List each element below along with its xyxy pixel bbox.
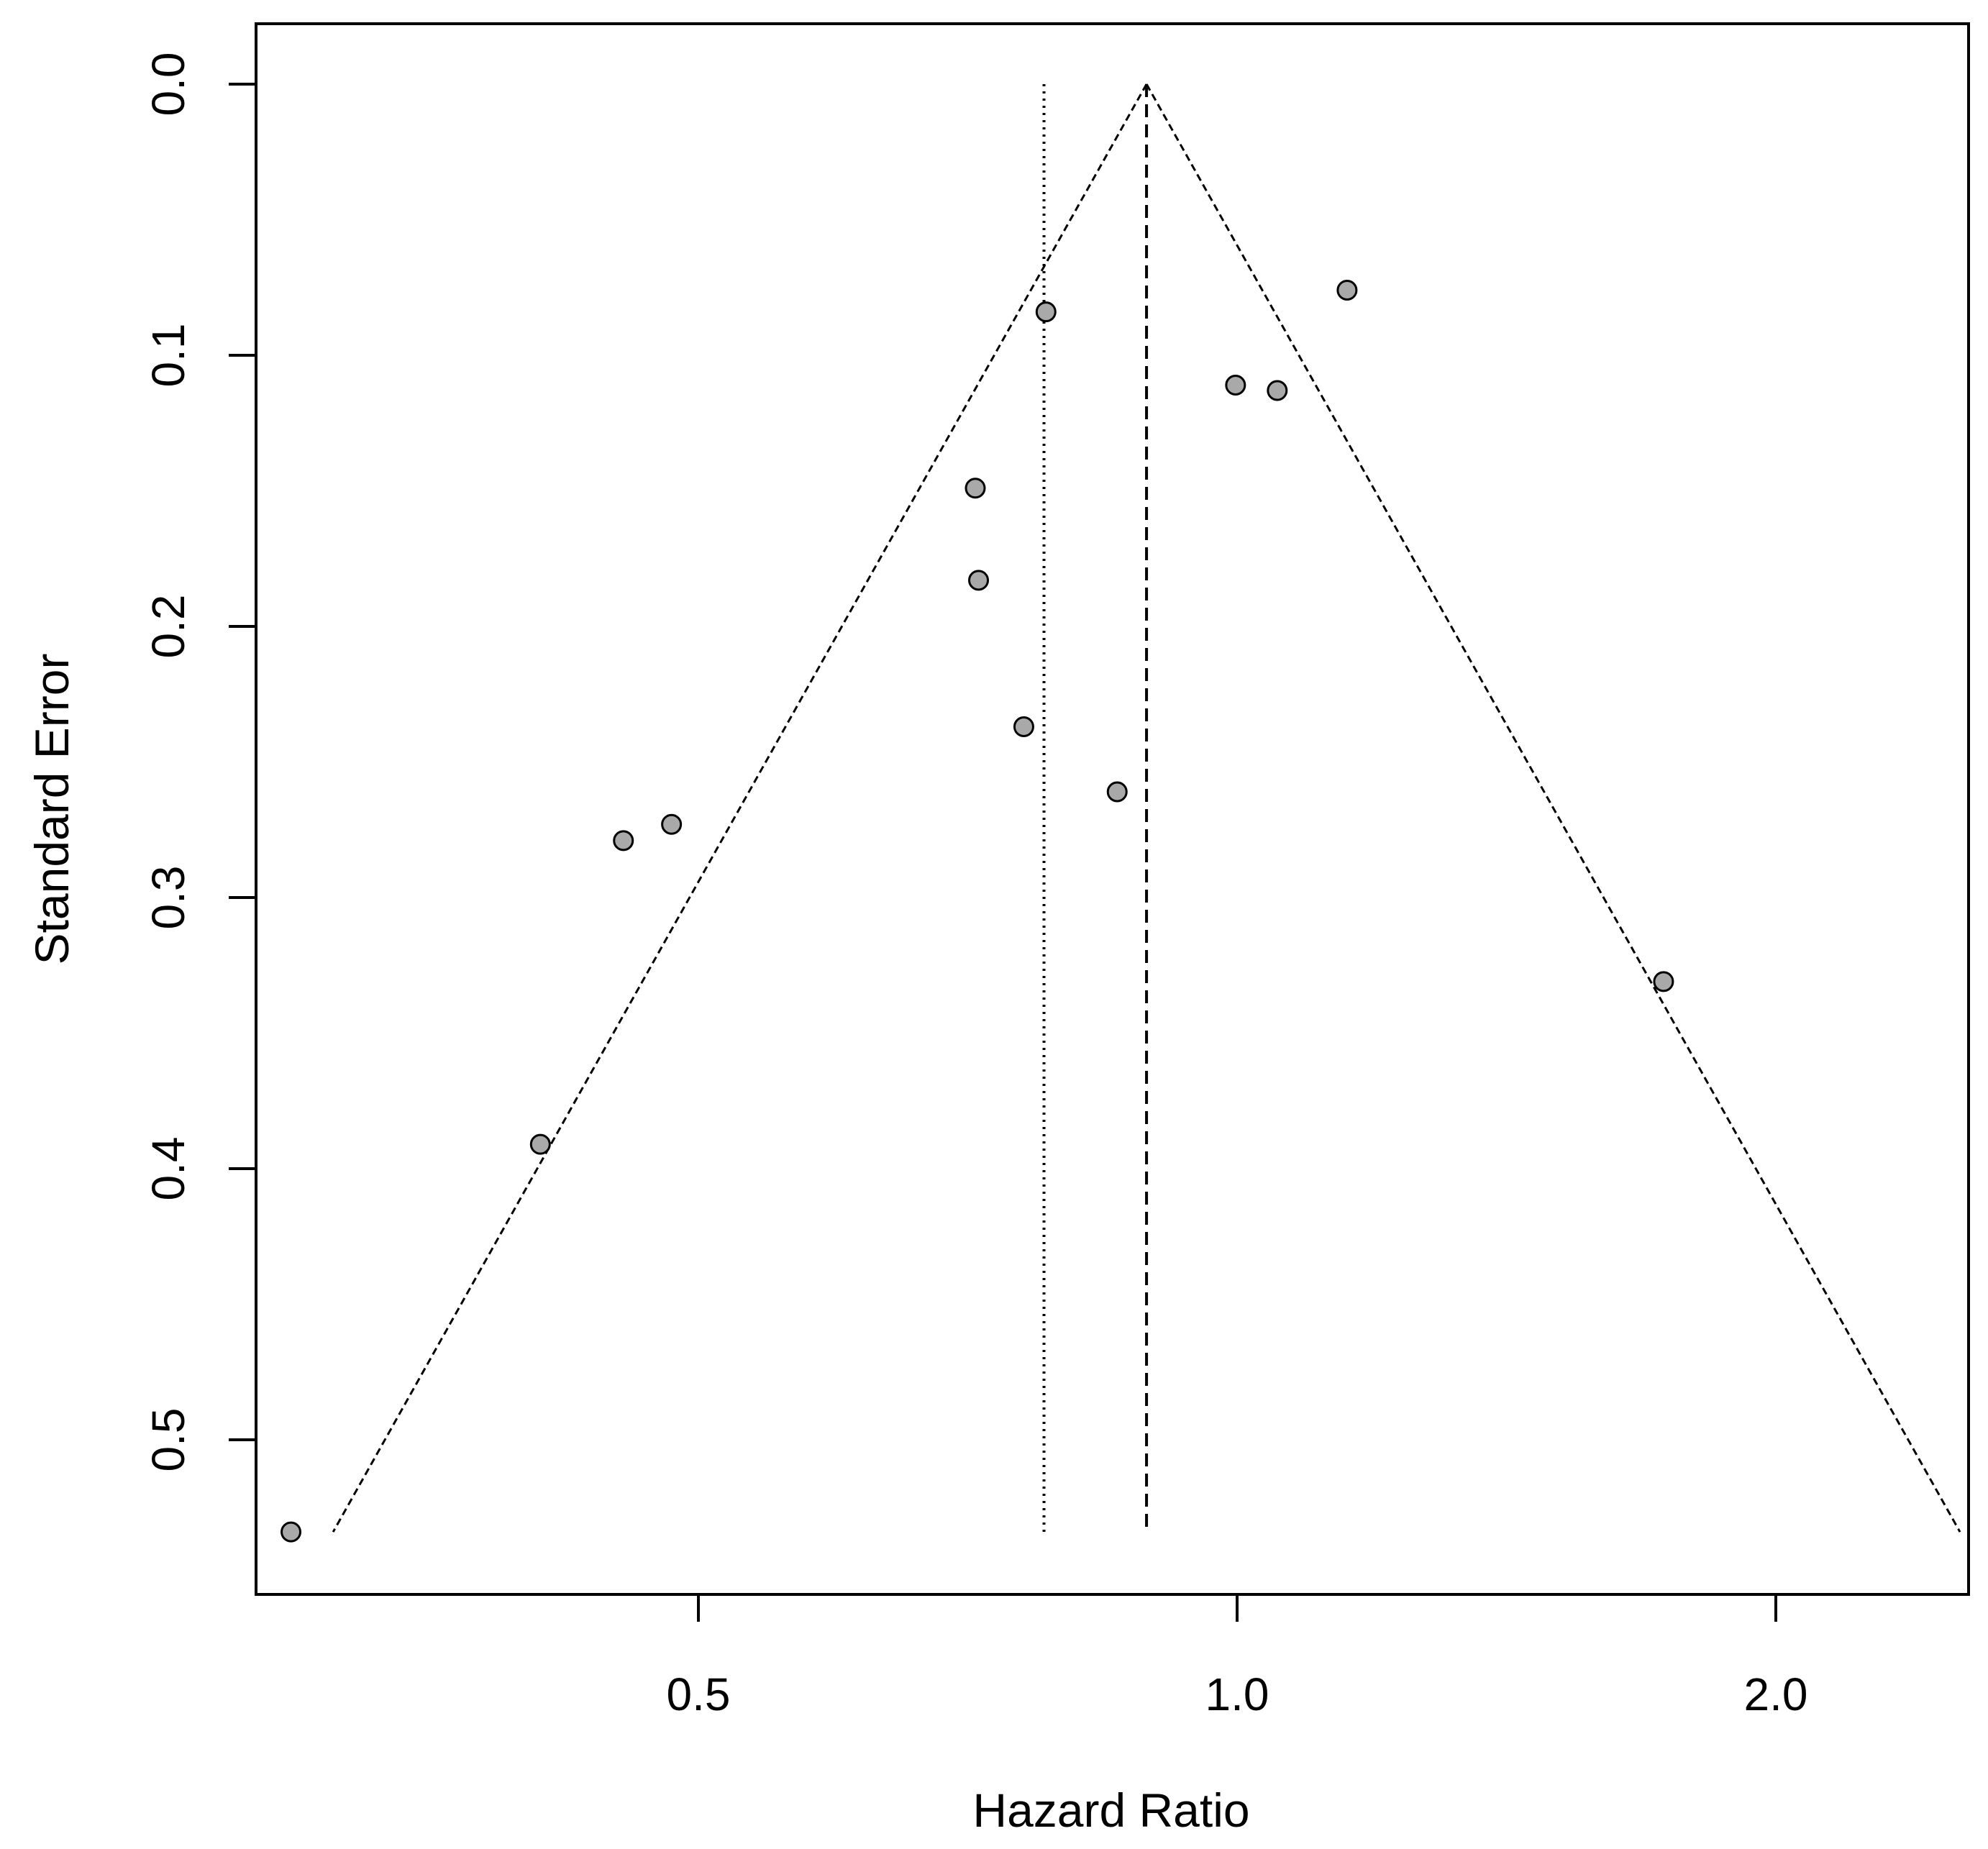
data-point	[968, 570, 990, 591]
y-tick-label: 0.4	[142, 1137, 194, 1201]
data-points	[281, 280, 1674, 1543]
funnel-right-line	[1145, 83, 1961, 1533]
data-point	[529, 1133, 551, 1155]
data-point	[1013, 716, 1034, 737]
x-tick-label: 0.5	[667, 1668, 731, 1720]
x-axis-title: Hazard Ratio	[972, 1784, 1249, 1837]
data-point	[1225, 374, 1246, 396]
y-tick-label: 0.0	[142, 52, 194, 117]
data-point	[965, 478, 986, 499]
y-axis-title: Standard Error	[25, 654, 78, 965]
x-axis: 0.5 1.0 2.0	[667, 1594, 1808, 1720]
data-point	[1336, 280, 1358, 301]
data-point	[661, 813, 683, 835]
data-point	[281, 1521, 302, 1543]
data-point	[613, 830, 634, 852]
data-point	[1035, 301, 1057, 323]
funnel-left-line	[332, 83, 1148, 1533]
x-tick-label: 2.0	[1744, 1668, 1808, 1720]
funnel-lines	[332, 83, 1961, 1533]
data-point	[1267, 380, 1288, 401]
data-point	[1106, 781, 1128, 803]
plot-frame	[255, 22, 1970, 1596]
y-tick-label: 0.1	[142, 324, 194, 388]
y-axis: 0.0 0.1 0.2 0.3 0.4 0.5	[142, 52, 256, 1472]
y-tick-label: 0.3	[142, 866, 194, 930]
y-tick-label: 0.2	[142, 595, 194, 659]
data-point	[1653, 971, 1674, 992]
y-tick-label: 0.5	[142, 1408, 194, 1472]
x-tick-label: 1.0	[1205, 1668, 1269, 1720]
